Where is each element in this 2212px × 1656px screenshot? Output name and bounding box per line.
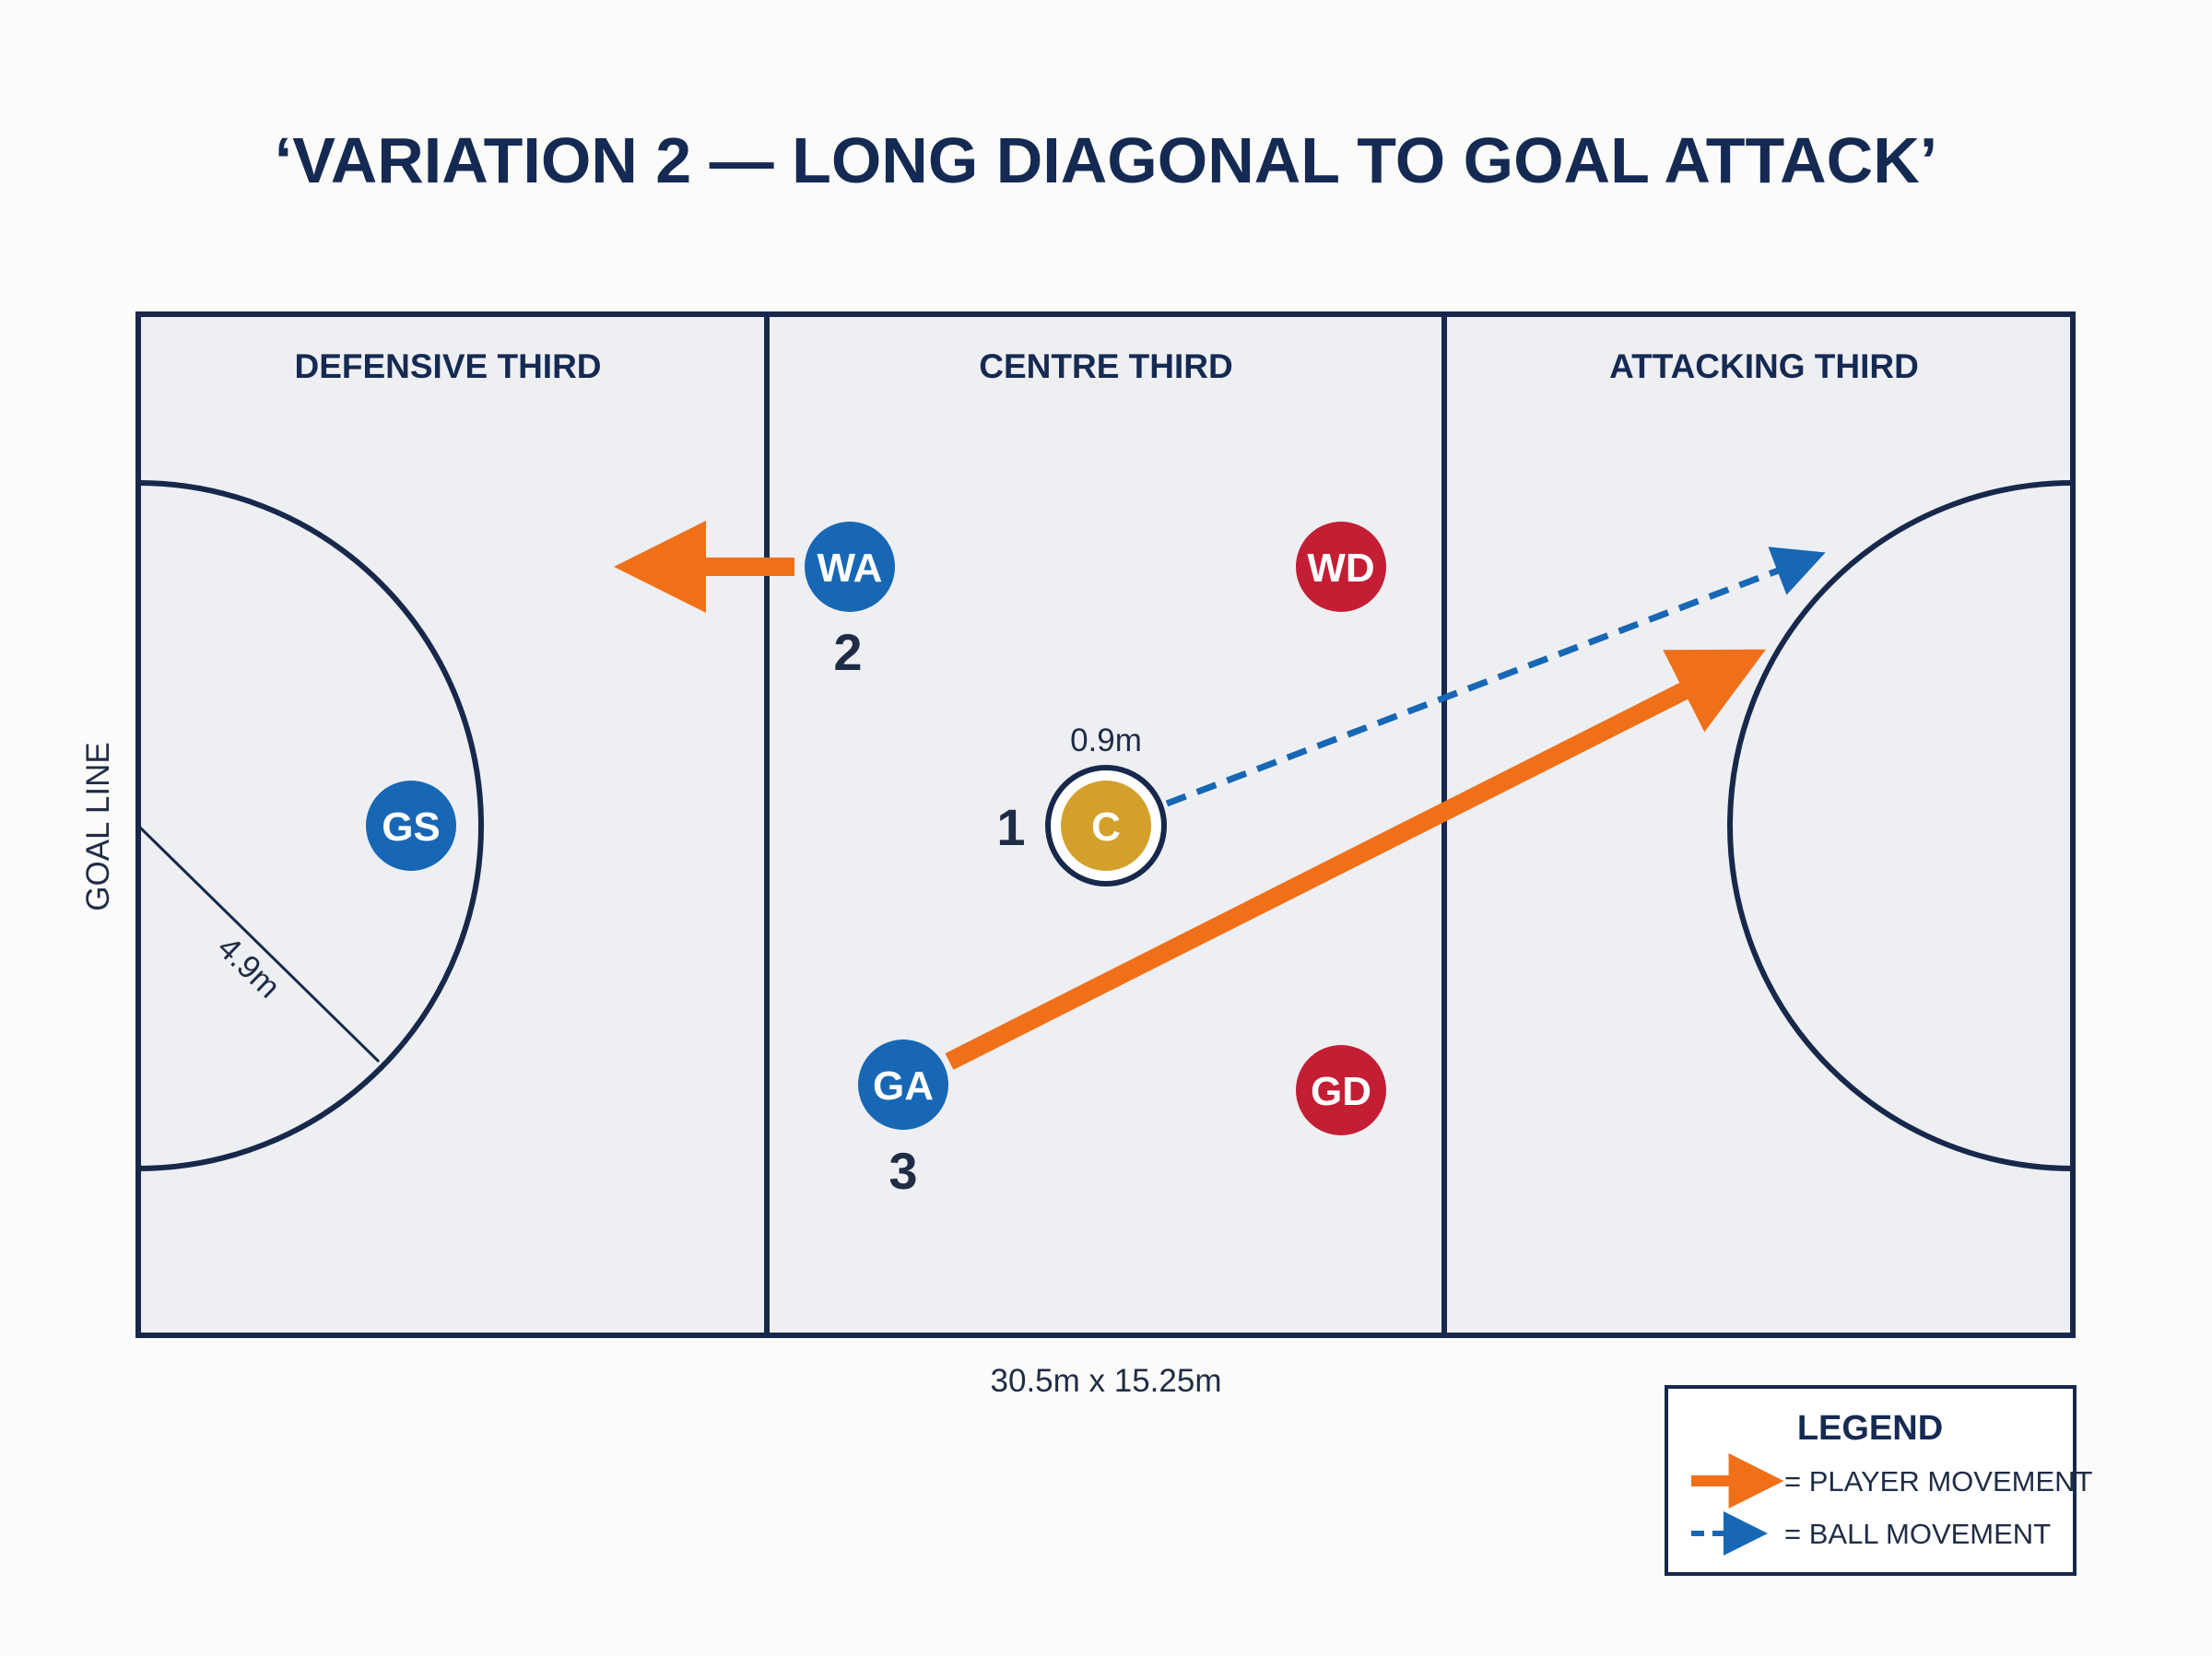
player-wa-label: WA xyxy=(818,546,883,591)
legend-title: LEGEND xyxy=(1797,1409,1943,1448)
player-wd-label: WD xyxy=(1307,546,1374,591)
player-ga-marker xyxy=(858,1039,948,1130)
attacking-third-label: ATTACKING THIRD xyxy=(1609,347,1919,385)
centre-circle-label: 0.9m xyxy=(1070,722,1142,758)
player-gd: GD xyxy=(1296,1045,1386,1135)
player-wa: WA xyxy=(805,522,895,612)
player-c: C xyxy=(1061,781,1151,871)
court-size-label: 30.5m x 15.25m xyxy=(991,1363,1222,1399)
player-wa-marker xyxy=(805,522,895,612)
player-gd-label: GD xyxy=(1311,1069,1371,1114)
centre-third-label: CENTRE THIRD xyxy=(979,347,1232,385)
circle-radius-line xyxy=(136,824,381,1063)
player-gd-marker xyxy=(1296,1045,1386,1135)
player-gs: GS xyxy=(366,781,456,871)
legend: LEGEND = PLAYER MOVEMENT = BALL MOVEMENT xyxy=(1665,1385,2093,1576)
ball-movement-arrow xyxy=(1165,546,1826,807)
goal-circle-defensive xyxy=(138,480,484,1171)
diagram-title: ‘VARIATION 2 — LONG DIAGONAL TO GOAL ATT… xyxy=(275,124,1937,196)
step-number-3: 3 xyxy=(888,1142,917,1200)
player-wd-marker xyxy=(1296,522,1386,612)
goal-circle-attacking xyxy=(1727,480,2073,1171)
ga-movement-arrow xyxy=(945,649,1766,1070)
player-wd: WD xyxy=(1296,522,1386,612)
goal-line-label: GOAL LINE xyxy=(80,742,116,911)
player-gs-marker xyxy=(366,781,456,871)
legend-ball-movement: = BALL MOVEMENT xyxy=(1784,1518,2051,1550)
player-c-label: C xyxy=(1091,805,1121,850)
legend-player-movement: = PLAYER MOVEMENT xyxy=(1784,1465,2093,1497)
player-c-marker xyxy=(1061,781,1151,871)
step-number-1: 1 xyxy=(996,798,1025,856)
player-ga-label: GA xyxy=(873,1063,934,1109)
step-number-2: 2 xyxy=(833,623,862,681)
player-ga: GA xyxy=(858,1039,948,1130)
defensive-third-label: DEFENSIVE THIRD xyxy=(294,347,601,385)
player-gs-label: GS xyxy=(382,805,441,850)
